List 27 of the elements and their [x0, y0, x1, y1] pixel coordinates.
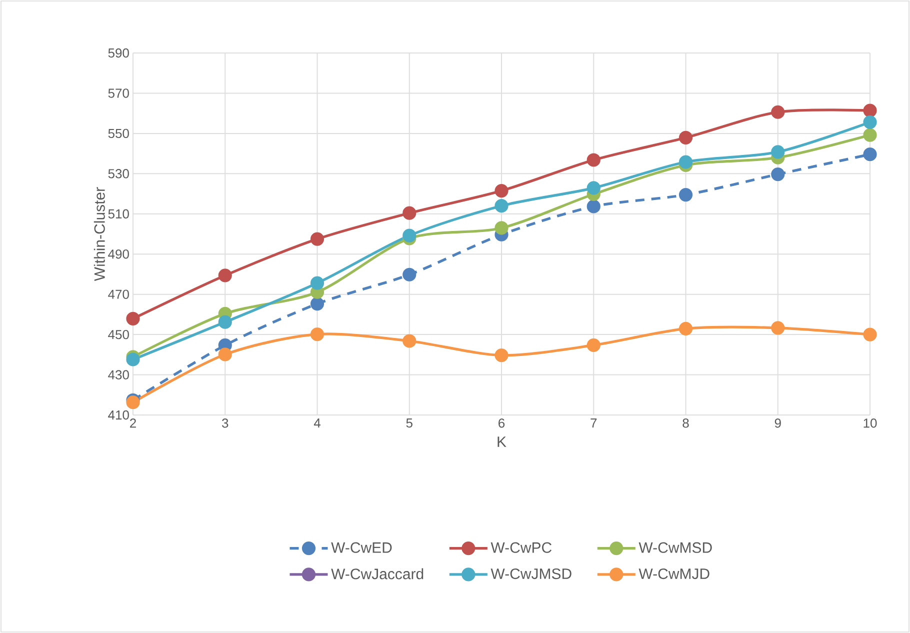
y-tick-label: 590	[108, 48, 129, 58]
x-tick-label: 6	[498, 418, 505, 428]
y-tick-label: 550	[108, 128, 129, 138]
y-tick-label: 530	[108, 169, 129, 178]
legend-label: W-CwPC	[490, 542, 552, 553]
y-tick-label: 490	[108, 250, 129, 259]
legend-label: W-CwJMSD	[490, 568, 572, 580]
x-tick-label: 3	[222, 418, 228, 428]
x-tick-label: 4	[314, 418, 320, 428]
legend-label: W-CwMSD	[638, 542, 712, 553]
legend-label: W-CwJaccard	[331, 568, 424, 580]
y-tick-label: 470	[108, 290, 129, 299]
x-tick-label: 8	[682, 418, 689, 428]
y-tick-label: 450	[108, 330, 129, 340]
legend-label: W-CwMJD	[638, 568, 710, 580]
y-tick-label: 410	[108, 410, 129, 420]
x-tick-label: 5	[406, 418, 412, 428]
x-tick-label: 7	[590, 418, 597, 428]
y-tick-label: 510	[108, 209, 129, 218]
y-tick-label: 430	[108, 370, 129, 380]
x-tick-label: 10	[864, 418, 877, 428]
legend-label: W-CwED	[331, 542, 392, 553]
x-tick-label: 9	[774, 418, 781, 428]
x-axis-title: K	[498, 436, 506, 447]
y-axis-title: Within-Cluster	[94, 187, 105, 282]
x-tick-label: 2	[130, 418, 136, 428]
y-tick-label: 570	[108, 88, 129, 98]
